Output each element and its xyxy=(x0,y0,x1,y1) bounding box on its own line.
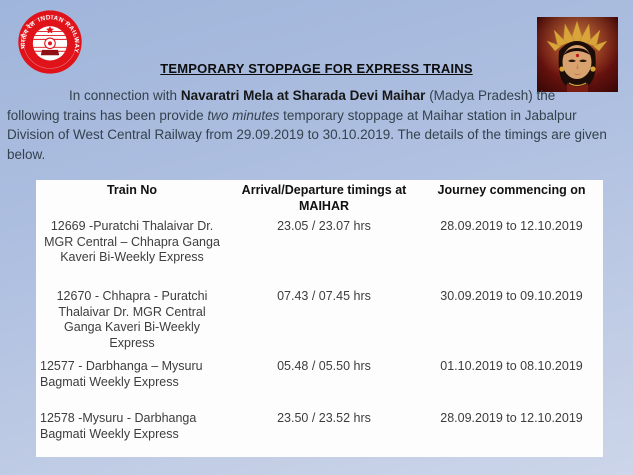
table-header-row: Train No Arrival/Departure timings at MA… xyxy=(36,180,603,216)
page-title: TEMPORARY STOPPAGE FOR EXPRESS TRAINS xyxy=(160,61,473,76)
cell-train-name: 12669 -Puratchi Thalaivar Dr. MGR Centra… xyxy=(36,216,228,286)
cell-train-name: 12578 -Mysuru - Darbhanga Bagmati Weekly… xyxy=(36,408,228,457)
logo-star-icon xyxy=(46,26,54,34)
cell-train-name: 12670 - Chhapra - Puratchi Thalaivar Dr.… xyxy=(36,286,228,356)
logo-loco-icon xyxy=(40,49,60,56)
intro-run-5: temporary stoppage at Maihar station in … xyxy=(7,107,607,162)
table-row: 12577 - Darbhanga – Mysuru Bagmati Weekl… xyxy=(36,356,603,408)
header-cell-timings: Arrival/Departure timings at MAIHAR xyxy=(228,180,420,216)
table-row: 12669 -Puratchi Thalaivar Dr. MGR Centra… xyxy=(36,216,603,286)
face xyxy=(562,45,592,79)
intro-run-1: In connection with xyxy=(69,88,181,103)
cell-timing: 05.48 / 05.50 hrs xyxy=(228,356,420,408)
crown-icon xyxy=(546,20,608,52)
header-cell-journey: Journey commencing on xyxy=(420,180,603,216)
table-row: 12670 - Chhapra - Puratchi Thalaivar Dr.… xyxy=(36,286,603,356)
indian-railways-logo-icon: भारतीय रेल INDIAN RAILWAYS xyxy=(17,9,82,74)
cell-journey: 28.09.2019 to 12.10.2019 xyxy=(420,216,603,286)
table-row: 12578 -Mysuru - Darbhanga Bagmati Weekly… xyxy=(36,408,603,457)
cell-journey: 28.09.2019 to 12.10.2019 xyxy=(420,408,603,457)
intro-run-bold: Navaratri Mela at Sharada Devi Maihar xyxy=(180,88,426,103)
cell-timing: 23.50 / 23.52 hrs xyxy=(228,408,420,457)
cell-train-name: 12577 - Darbhanga – Mysuru Bagmati Weekl… xyxy=(36,356,228,408)
header-cell-train-no: Train No xyxy=(36,180,228,216)
bindi xyxy=(575,53,580,58)
cell-journey: 30.09.2019 to 09.10.2019 xyxy=(420,286,603,356)
sharada-devi-image xyxy=(537,17,618,92)
intro-run-italic: two minutes xyxy=(207,107,280,123)
cell-timing: 23.05 / 23.07 hrs xyxy=(228,216,420,286)
cell-journey: 01.10.2019 to 08.10.2019 xyxy=(420,356,603,408)
intro-run-3: (Madya Pradesh) the following trains has… xyxy=(7,88,556,123)
intro-paragraph: In connection with Navaratri Mela at Sha… xyxy=(7,86,611,164)
trains-table: Train No Arrival/Departure timings at MA… xyxy=(36,180,603,457)
cell-timing: 07.43 / 07.45 hrs xyxy=(228,286,420,356)
